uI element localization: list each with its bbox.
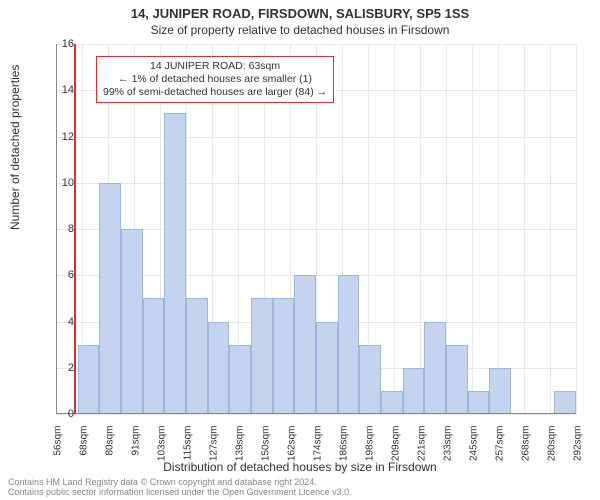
- histogram-bar: [403, 368, 425, 414]
- histogram-bar: [424, 322, 446, 415]
- footer: Contains HM Land Registry data © Crown c…: [8, 478, 352, 498]
- histogram-bar: [78, 345, 100, 414]
- histogram-bar: [316, 322, 338, 415]
- histogram-bar: [338, 275, 360, 414]
- gridline-v: [472, 44, 473, 414]
- histogram-bar: [164, 113, 186, 414]
- histogram-bar: [468, 391, 490, 414]
- xtick-label: 56sqm: [53, 426, 64, 476]
- xtick-label: 221sqm: [417, 426, 428, 476]
- xtick-label: 115sqm: [183, 426, 194, 476]
- xtick-label: 162sqm: [287, 426, 298, 476]
- annotation-line: 99% of semi-detached houses are larger (…: [103, 86, 327, 99]
- xtick-label: 139sqm: [235, 426, 246, 476]
- x-axis-line: [56, 413, 576, 414]
- xtick-label: 292sqm: [573, 426, 584, 476]
- ytick-label: 6: [50, 269, 74, 281]
- gridline-v: [576, 44, 577, 414]
- histogram-bar: [208, 322, 230, 415]
- annotation-line: 14 JUNIPER ROAD: 63sqm: [103, 60, 327, 73]
- xtick-label: 68sqm: [79, 426, 90, 476]
- gridline-v: [498, 44, 499, 414]
- xtick-label: 80sqm: [105, 426, 116, 476]
- histogram-bar: [99, 183, 121, 414]
- histogram-bar: [294, 275, 316, 414]
- histogram-bar: [121, 229, 143, 414]
- x-axis-label: Distribution of detached houses by size …: [0, 460, 600, 474]
- ytick-label: 14: [50, 84, 74, 96]
- histogram-bar: [186, 298, 208, 414]
- xtick-label: 186sqm: [339, 426, 350, 476]
- histogram-bar: [229, 345, 251, 414]
- xtick-label: 280sqm: [547, 426, 558, 476]
- gridline-h: [56, 414, 576, 415]
- xtick-label: 268sqm: [521, 426, 532, 476]
- plot-area: 14 JUNIPER ROAD: 63sqm← 1% of detached h…: [56, 44, 576, 414]
- xtick-label: 127sqm: [209, 426, 220, 476]
- histogram-bar: [359, 345, 381, 414]
- histogram-bar: [251, 298, 273, 414]
- ytick-label: 2: [50, 362, 74, 374]
- xtick-label: 233sqm: [443, 426, 454, 476]
- histogram-bar: [381, 391, 403, 414]
- ytick-label: 12: [50, 131, 74, 143]
- ytick-label: 4: [50, 316, 74, 328]
- annotation-line: ← 1% of detached houses are smaller (1): [103, 73, 327, 86]
- xtick-label: 209sqm: [391, 426, 402, 476]
- ytick-label: 10: [50, 177, 74, 189]
- histogram-bar: [273, 298, 295, 414]
- annotation-box: 14 JUNIPER ROAD: 63sqm← 1% of detached h…: [96, 56, 334, 103]
- chart-container: 14, JUNIPER ROAD, FIRSDOWN, SALISBURY, S…: [0, 0, 600, 500]
- reference-line: [74, 44, 76, 414]
- gridline-v: [550, 44, 551, 414]
- chart-title: 14, JUNIPER ROAD, FIRSDOWN, SALISBURY, S…: [0, 0, 600, 21]
- plot: 14 JUNIPER ROAD: 63sqm← 1% of detached h…: [56, 44, 576, 414]
- xtick-label: 257sqm: [495, 426, 506, 476]
- xtick-label: 174sqm: [313, 426, 324, 476]
- gridline-v: [394, 44, 395, 414]
- xtick-label: 103sqm: [157, 426, 168, 476]
- gridline-v: [524, 44, 525, 414]
- footer-line2: Contains public sector information licen…: [8, 488, 352, 498]
- ytick-label: 16: [50, 38, 74, 50]
- gridline-v: [420, 44, 421, 414]
- y-axis-label: Number of detached properties: [8, 65, 22, 230]
- histogram-bar: [554, 391, 576, 414]
- histogram-bar: [143, 298, 165, 414]
- ytick-label: 8: [50, 223, 74, 235]
- ytick-label: 0: [50, 408, 74, 420]
- xtick-label: 245sqm: [469, 426, 480, 476]
- xtick-label: 91sqm: [131, 426, 142, 476]
- histogram-bar: [446, 345, 468, 414]
- histogram-bar: [489, 368, 511, 414]
- xtick-label: 150sqm: [261, 426, 272, 476]
- xtick-label: 198sqm: [365, 426, 376, 476]
- chart-subtitle: Size of property relative to detached ho…: [0, 21, 600, 41]
